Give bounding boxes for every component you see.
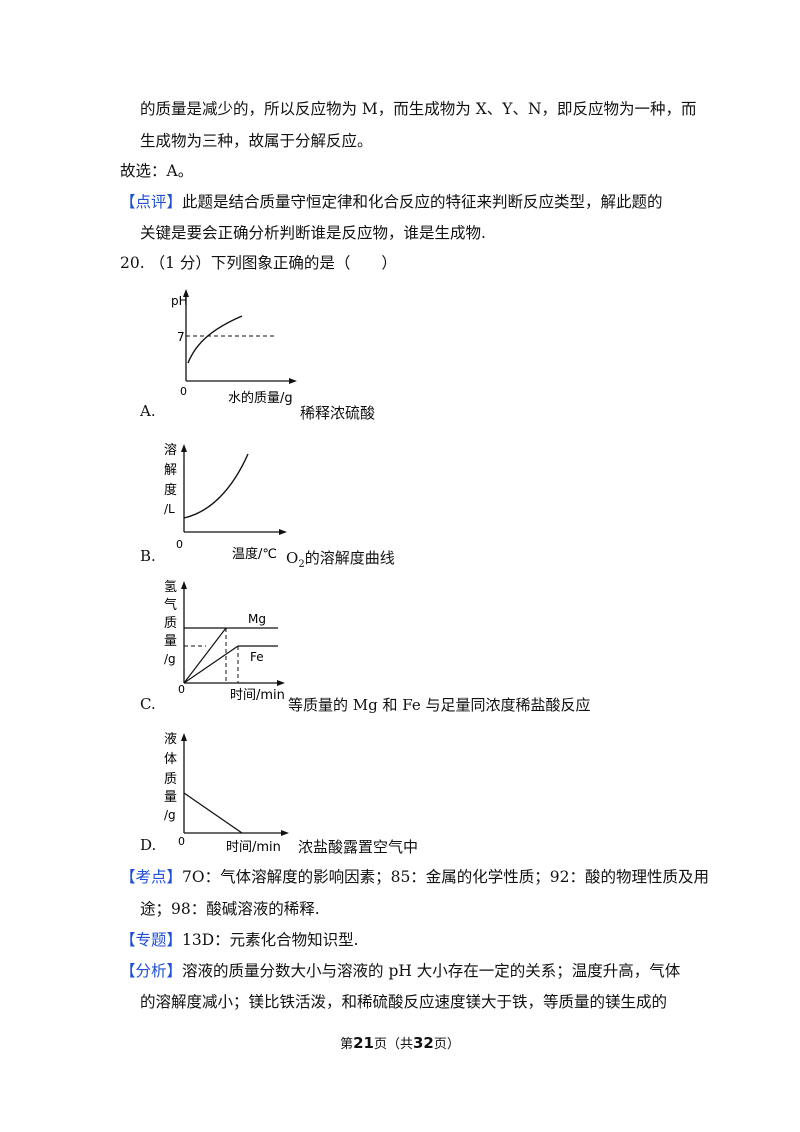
option-c-caption: 等质量的 Mg 和 Fe 与足量同浓度稀盐酸反应 bbox=[288, 696, 591, 714]
graph-c-ylabel-5: /g bbox=[164, 652, 176, 666]
text-line: 生成物为三种，故属于分解反应。 bbox=[140, 132, 373, 150]
kaodian-continuation: 途；98：酸碱溶液的稀释. bbox=[140, 900, 320, 918]
option-c-letter: C. bbox=[140, 695, 156, 713]
fenxi-text: 溶液的质量分数大小与溶液的 pH 大小存在一定的关系；温度升高，气体 bbox=[182, 962, 681, 980]
graph-a: pH 7 0 水的质量/g bbox=[171, 289, 297, 406]
graph-d-ylabel-4: 量 bbox=[164, 790, 177, 805]
option-a-caption: 稀释浓硫酸 bbox=[300, 404, 376, 422]
zhuanti-text: 13D：元素化合物知识型. bbox=[182, 931, 359, 949]
graph-a-ylabel: pH bbox=[171, 294, 188, 308]
comment-text: 此题是结合质量守恒定律和化合反应的特征来判断反应类型，解此题的 bbox=[182, 193, 663, 211]
graph-c-ylabel-2: 气 bbox=[164, 597, 177, 613]
page-footer: 第21页（共32页） bbox=[340, 1034, 460, 1052]
graph-c: 氢 气 质 量 /g Mg Fe 0 时间/min bbox=[164, 580, 285, 703]
graph-a-origin: 0 bbox=[180, 385, 187, 398]
fenxi-line: 【分析】溶液的质量分数大小与溶液的 pH 大小存在一定的关系；温度升高，气体 bbox=[120, 960, 680, 982]
question-20: 20. （1 分）下列图象正确的是（ ） bbox=[120, 254, 397, 272]
page-total: 32 bbox=[413, 1034, 434, 1052]
answer-line: 故选：A。 bbox=[120, 162, 194, 180]
graph-d-ylabel-2: 体 bbox=[164, 752, 177, 767]
graph-b: 溶 解 度 /L 0 温度/℃ bbox=[164, 443, 287, 562]
zhuanti-line: 【专题】13D：元素化合物知识型. bbox=[120, 929, 359, 951]
graph-d: 液 体 质 量 /g 0 时间/min bbox=[164, 732, 289, 855]
graph-d-ylabel-3: 质 bbox=[164, 772, 177, 787]
graph-d-xlabel: 时间/min bbox=[226, 840, 281, 855]
option-a-letter: A. bbox=[140, 402, 156, 420]
comment-continuation: 关键是要会正确分析判断谁是反应物，谁是生成物. bbox=[140, 224, 486, 242]
kaodian-text: 7O：气体溶解度的影响因素；85：金属的化学性质；92：酸的物理性质及用 bbox=[182, 868, 710, 886]
graph-d-ylabel-1: 液 bbox=[164, 732, 177, 747]
kaodian-line: 【考点】7O：气体溶解度的影响因素；85：金属的化学性质；92：酸的物理性质及用 bbox=[120, 866, 709, 888]
kaodian-tag: 【考点】 bbox=[120, 868, 183, 886]
graph-b-ylabel-4: /L bbox=[164, 502, 175, 516]
graph-a-xlabel: 水的质量/g bbox=[228, 390, 293, 406]
text-line: 的质量是减少的，所以反应物为 M，而生成物为 X、Y、N，即反应物为一种，而 bbox=[140, 100, 697, 118]
graph-c-ylabel-3: 质 bbox=[164, 616, 177, 631]
page-number: 21 bbox=[353, 1034, 374, 1052]
graph-c-series-fe: Fe bbox=[250, 650, 264, 664]
graph-a-ytick: 7 bbox=[177, 330, 185, 344]
comment-line: 【点评】此题是结合质量守恒定律和化合反应的特征来判断反应类型，解此题的 bbox=[120, 191, 663, 213]
graph-b-xlabel: 温度/℃ bbox=[232, 546, 277, 562]
graph-c-series-mg: Mg bbox=[248, 612, 266, 626]
graph-d-origin: 0 bbox=[178, 835, 185, 848]
graph-c-ylabel-4: 量 bbox=[164, 634, 177, 649]
graph-c-origin: 0 bbox=[178, 683, 185, 696]
comment-tag: 【点评】 bbox=[120, 193, 183, 211]
graph-b-ylabel-2: 解 bbox=[164, 463, 177, 478]
option-b-letter: B. bbox=[140, 547, 156, 565]
graph-c-ylabel-1: 氢 bbox=[164, 580, 177, 595]
graph-b-ylabel-3: 度 bbox=[164, 482, 177, 498]
zhuanti-tag: 【专题】 bbox=[120, 931, 183, 949]
option-d-letter: D. bbox=[140, 836, 157, 854]
graph-b-ylabel-1: 溶 bbox=[164, 443, 177, 458]
option-d-caption: 浓盐酸露置空气中 bbox=[298, 838, 419, 856]
option-b-caption: O2的溶解度曲线 bbox=[286, 549, 395, 570]
graph-d-ylabel-5: /g bbox=[164, 808, 176, 822]
graph-c-xlabel: 时间/min bbox=[230, 688, 285, 703]
graph-b-origin: 0 bbox=[176, 538, 183, 551]
fenxi-tag: 【分析】 bbox=[120, 962, 183, 980]
fenxi-continuation: 的溶解度减小；镁比铁活泼，和稀硫酸反应速度镁大于铁，等质量的镁生成的 bbox=[140, 993, 668, 1011]
